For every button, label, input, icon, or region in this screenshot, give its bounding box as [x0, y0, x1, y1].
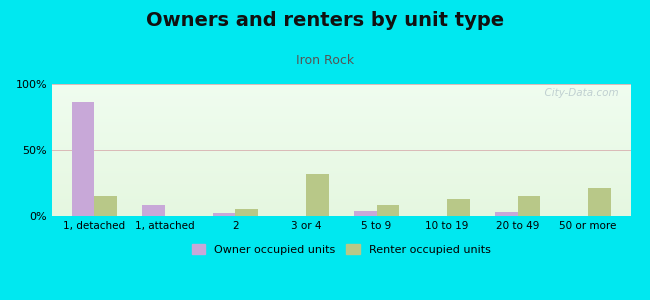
Text: City-Data.com: City-Data.com [538, 88, 619, 98]
Bar [495, 212, 517, 216]
Legend: Owner occupied units, Renter occupied units: Owner occupied units, Renter occupied un… [187, 239, 496, 261]
Bar [447, 199, 470, 216]
Bar [588, 188, 611, 216]
Bar [306, 174, 328, 216]
Bar [213, 213, 235, 216]
Bar [376, 206, 399, 216]
Bar [354, 211, 376, 216]
Text: Iron Rock: Iron Rock [296, 53, 354, 67]
Bar [517, 196, 540, 216]
Bar [142, 206, 165, 216]
Text: Owners and renters by unit type: Owners and renters by unit type [146, 11, 504, 31]
Bar [94, 196, 117, 216]
Bar [72, 103, 94, 216]
Bar [235, 209, 258, 216]
